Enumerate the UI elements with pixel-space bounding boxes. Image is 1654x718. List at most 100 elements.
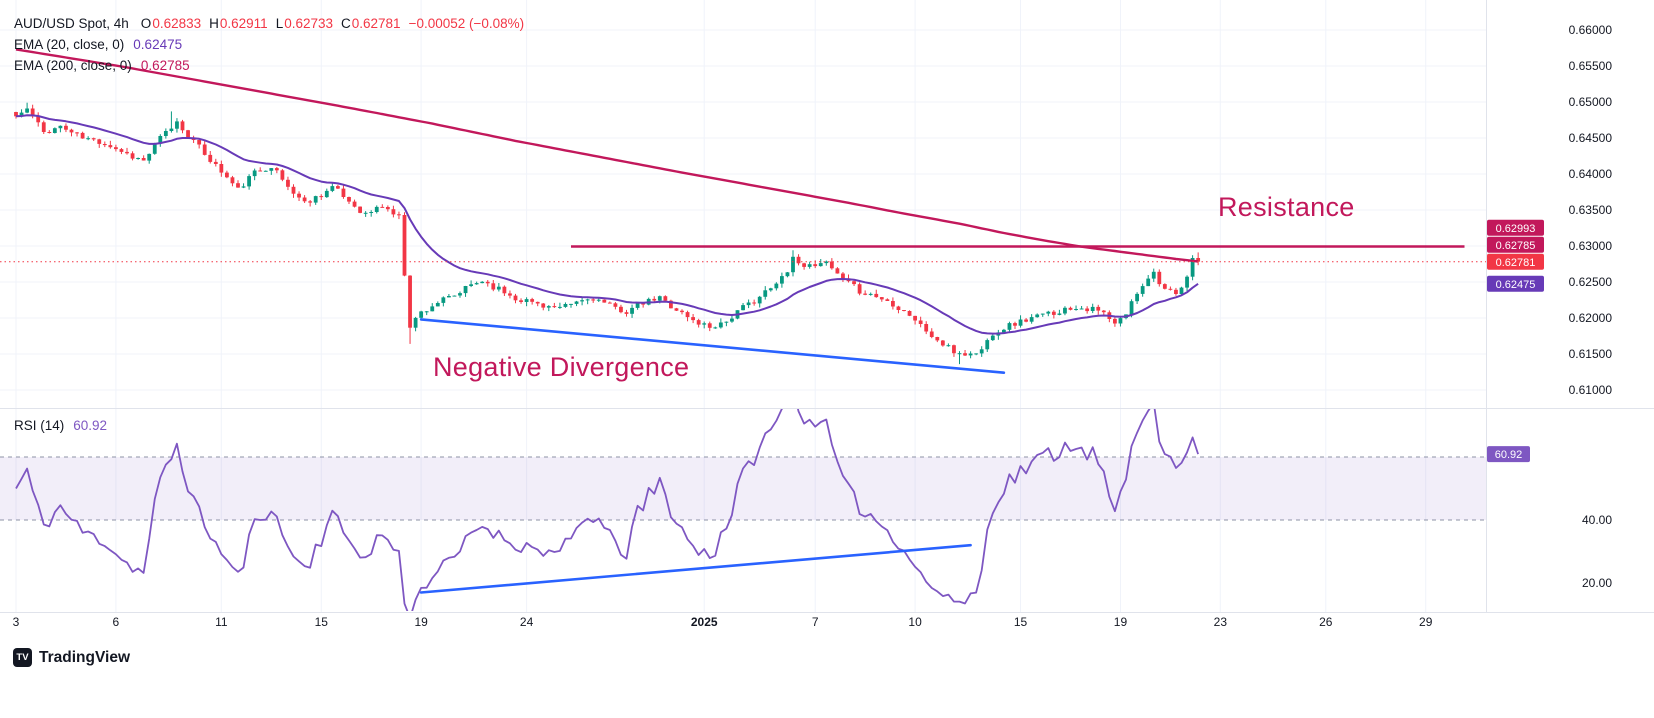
candle-body — [169, 128, 174, 131]
candle-body — [935, 337, 940, 341]
candle-body — [1057, 313, 1062, 315]
time-tick-label: 15 — [1014, 615, 1028, 629]
price-axis[interactable] — [1486, 0, 1654, 612]
candle-body — [385, 207, 390, 210]
candle-body — [1074, 309, 1078, 310]
candle-body — [336, 186, 340, 189]
resistance-label[interactable]: Resistance — [1218, 192, 1355, 222]
candle-body — [896, 306, 901, 310]
candle-body — [114, 147, 118, 150]
candle-body — [163, 131, 168, 136]
candle-body — [52, 128, 57, 133]
ema20-value: 0.62475 — [133, 37, 183, 52]
candle-body — [940, 340, 945, 346]
axis-price-badge-label: 0.62781 — [1496, 257, 1536, 269]
high-value: 0.62911 — [219, 16, 268, 31]
price-tick-label: 0.61000 — [1569, 383, 1613, 397]
time-tick-label: 3 — [13, 615, 20, 629]
candle-body — [591, 299, 596, 301]
candle-body — [202, 144, 207, 155]
price-tick-label: 0.65500 — [1569, 59, 1613, 73]
close-value: 0.62781 — [351, 16, 401, 31]
candle-body — [791, 256, 795, 273]
rsi-tick-label: 20.00 — [1582, 576, 1612, 590]
candle-body — [152, 143, 157, 154]
candle-body — [1007, 323, 1012, 330]
price-divergence-trendline[interactable] — [419, 318, 1006, 375]
candle-body — [474, 283, 479, 285]
candle-body — [1129, 301, 1134, 315]
candle-body — [313, 196, 318, 203]
candle-body — [391, 209, 396, 215]
candle-body — [36, 116, 41, 123]
candle-body — [130, 153, 135, 159]
candle-body — [374, 206, 379, 212]
candle-body — [718, 322, 723, 328]
candle-body — [696, 320, 701, 325]
ema200-value: 0.62785 — [140, 58, 190, 73]
candle-body — [358, 206, 362, 213]
candle-body — [907, 311, 912, 316]
candle-body — [141, 158, 146, 161]
candle-body — [47, 132, 52, 133]
candle-body — [552, 306, 557, 308]
candle-body — [1185, 276, 1189, 288]
rsi-divergence-trendline[interactable] — [419, 543, 972, 594]
price-tick-label: 0.64000 — [1569, 167, 1613, 181]
ema20-legend-row[interactable]: EMA (20, close, 0) 0.62475 — [14, 34, 524, 55]
time-axis[interactable] — [0, 613, 1654, 641]
candle-body — [1146, 278, 1151, 287]
candle-body — [868, 293, 873, 295]
candle-body — [613, 303, 618, 307]
candle-body — [852, 281, 856, 285]
candle-body — [602, 299, 607, 303]
candle-body — [108, 145, 113, 148]
candle-body — [530, 299, 535, 302]
candle-body — [1140, 286, 1145, 294]
tradingview-watermark[interactable]: TV TradingView — [13, 648, 130, 667]
candle-body — [75, 132, 79, 134]
time-tick-label: 15 — [315, 615, 329, 629]
axis-price-badge — [1487, 446, 1530, 463]
candle-body — [813, 264, 818, 267]
candle-body — [818, 263, 823, 267]
candle-body — [680, 310, 684, 313]
candle-body — [796, 256, 801, 264]
candle-body — [1051, 311, 1056, 315]
candle-body — [691, 317, 695, 321]
candle-body — [763, 290, 768, 297]
candle-body — [1157, 271, 1162, 285]
candle-body — [280, 170, 285, 180]
divergence-label[interactable]: Negative Divergence — [433, 352, 690, 382]
candle-body — [879, 297, 884, 300]
time-tick-label: 6 — [113, 615, 120, 629]
time-tick-label: 26 — [1319, 615, 1333, 629]
low-value: 0.62733 — [284, 16, 334, 31]
ema200-legend-row[interactable]: EMA (200, close, 0) 0.62785 — [14, 55, 524, 76]
candle-body — [1190, 258, 1195, 277]
symbol-title[interactable]: AUD/USD Spot, 4h — [14, 16, 129, 31]
candle-body — [14, 112, 18, 117]
time-tick-label: 19 — [414, 615, 428, 629]
candle-body — [641, 303, 646, 305]
ema200-line — [15, 48, 1199, 263]
candle-body — [952, 345, 956, 354]
candle-body — [780, 276, 784, 284]
candle-body — [330, 186, 335, 191]
candle-body — [458, 293, 462, 296]
axis-price-badge — [1487, 219, 1544, 236]
candle-body — [1090, 306, 1095, 311]
candle-body — [957, 353, 962, 355]
time-tick-label: 11 — [215, 615, 228, 629]
candle-body — [380, 206, 385, 208]
candle-body — [563, 304, 568, 307]
candle-body — [158, 136, 163, 144]
candle-body — [1118, 318, 1123, 324]
candle-body — [774, 283, 779, 289]
rsi-legend-row[interactable]: RSI (14) 60.92 — [14, 418, 107, 433]
candle-body — [502, 286, 507, 294]
candle-body — [302, 197, 307, 202]
symbol-legend-row[interactable]: AUD/USD Spot, 4h O 0.62833 H 0.62911 L 0.62… — [14, 13, 524, 34]
